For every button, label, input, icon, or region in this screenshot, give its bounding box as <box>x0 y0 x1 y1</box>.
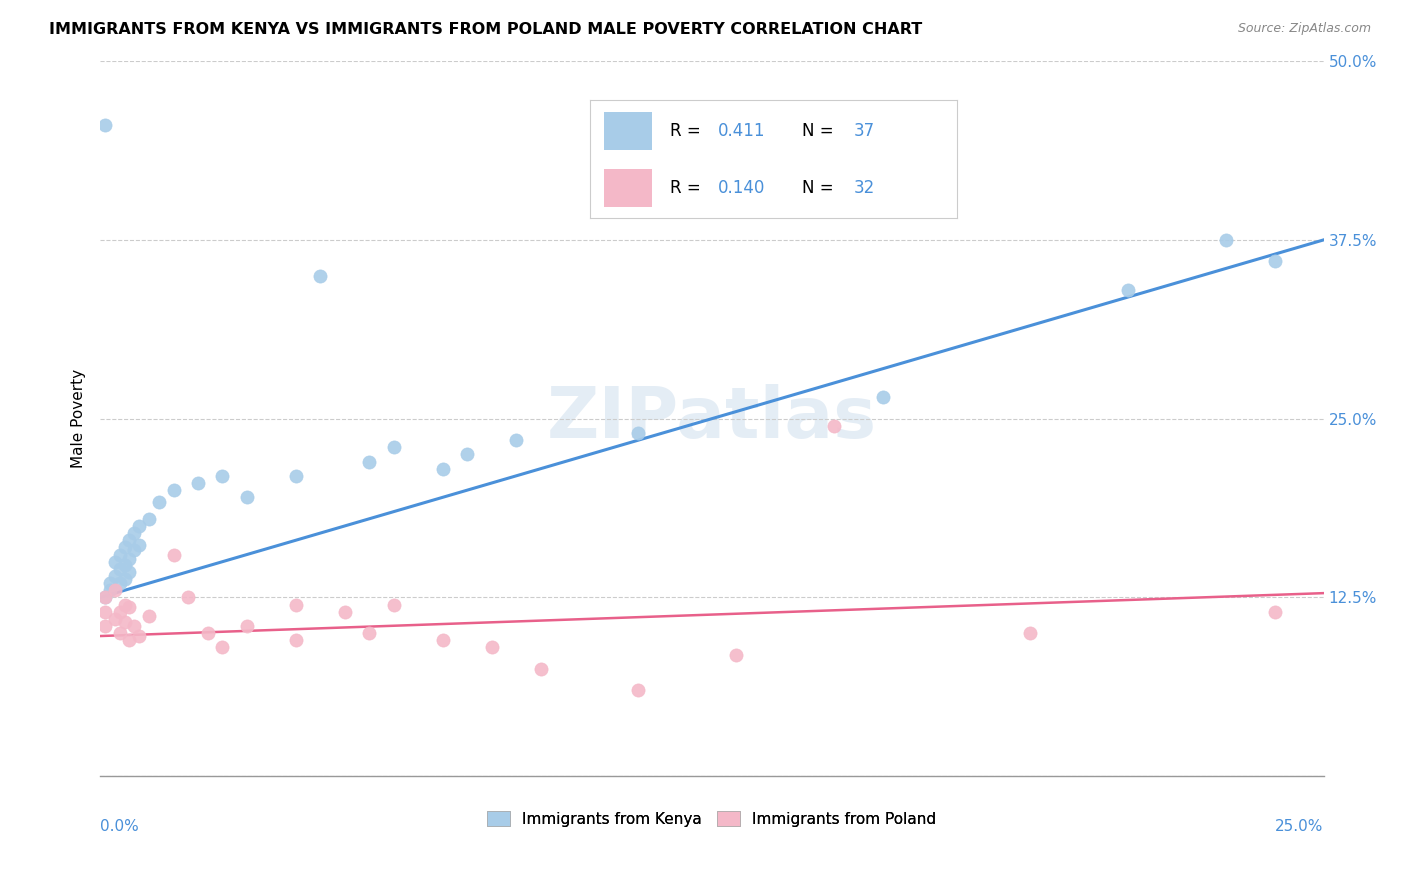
Point <box>284 468 307 483</box>
Point <box>197 626 219 640</box>
Point <box>177 591 200 605</box>
Point <box>138 512 160 526</box>
Point <box>481 640 503 655</box>
Point <box>108 562 131 576</box>
Point <box>359 626 381 640</box>
Text: Source: ZipAtlas.com: Source: ZipAtlas.com <box>1237 22 1371 36</box>
Point <box>456 447 478 461</box>
Point <box>138 609 160 624</box>
Point <box>108 605 131 619</box>
Point <box>823 418 845 433</box>
Point <box>432 633 454 648</box>
Point <box>128 519 150 533</box>
Point <box>108 626 131 640</box>
Text: 25.0%: 25.0% <box>1275 819 1323 834</box>
Point <box>118 600 141 615</box>
Point <box>1264 254 1286 268</box>
Point <box>148 494 170 508</box>
Point <box>284 598 307 612</box>
Point <box>104 583 127 598</box>
Point <box>529 662 551 676</box>
Point <box>1116 283 1139 297</box>
Point <box>114 598 136 612</box>
Point <box>162 548 184 562</box>
Point <box>128 629 150 643</box>
Point <box>187 476 209 491</box>
Text: IMMIGRANTS FROM KENYA VS IMMIGRANTS FROM POLAND MALE POVERTY CORRELATION CHART: IMMIGRANTS FROM KENYA VS IMMIGRANTS FROM… <box>49 22 922 37</box>
Point <box>124 619 146 633</box>
Point <box>236 619 259 633</box>
Legend: Immigrants from Kenya, Immigrants from Poland: Immigrants from Kenya, Immigrants from P… <box>481 805 942 833</box>
Point <box>108 548 131 562</box>
Point <box>104 569 127 583</box>
Point <box>505 433 527 447</box>
Text: ZIPatlas: ZIPatlas <box>547 384 877 453</box>
Point <box>114 572 136 586</box>
Point <box>98 583 121 598</box>
Point <box>1215 233 1237 247</box>
Point <box>236 491 259 505</box>
Text: 0.0%: 0.0% <box>100 819 139 834</box>
Point <box>627 425 650 440</box>
Point <box>104 612 127 626</box>
Point <box>162 483 184 498</box>
Point <box>118 533 141 548</box>
Point <box>94 619 117 633</box>
Point <box>114 615 136 629</box>
Point <box>284 633 307 648</box>
Point <box>118 633 141 648</box>
Point <box>382 598 405 612</box>
Point <box>94 119 117 133</box>
Point <box>872 390 894 404</box>
Point <box>725 648 748 662</box>
Point <box>104 555 127 569</box>
Point <box>118 551 141 566</box>
Point <box>114 558 136 572</box>
Point <box>98 576 121 591</box>
Point <box>94 591 117 605</box>
Point <box>114 541 136 555</box>
Point <box>382 440 405 454</box>
Point <box>359 454 381 468</box>
Point <box>124 526 146 541</box>
Point <box>124 543 146 558</box>
Y-axis label: Male Poverty: Male Poverty <box>72 369 86 468</box>
Point <box>432 461 454 475</box>
Point <box>211 468 233 483</box>
Point <box>108 576 131 591</box>
Point <box>94 605 117 619</box>
Point <box>333 605 356 619</box>
Point <box>627 683 650 698</box>
Point <box>309 268 332 283</box>
Point <box>118 565 141 579</box>
Point <box>94 591 117 605</box>
Point <box>1264 605 1286 619</box>
Point <box>1019 626 1042 640</box>
Point <box>211 640 233 655</box>
Point <box>128 537 150 551</box>
